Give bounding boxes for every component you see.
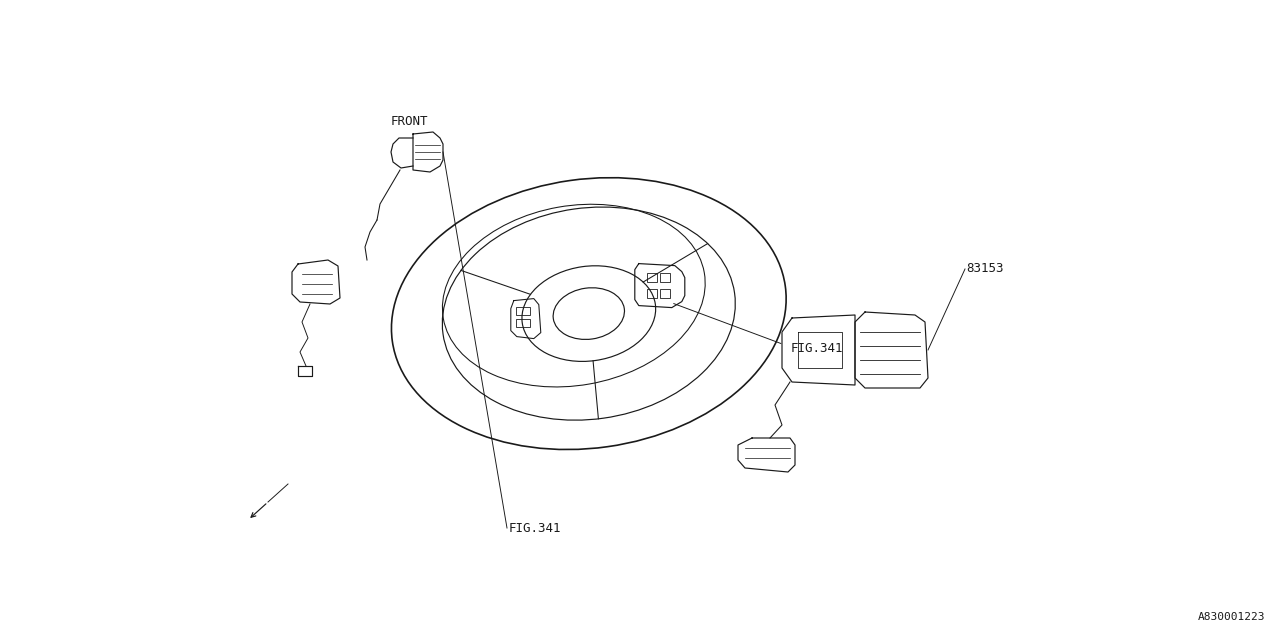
Text: FIG.341: FIG.341 [508,522,561,534]
Bar [516,319,530,326]
Text: FRONT: FRONT [390,115,428,128]
Bar [646,273,657,282]
Text: FIG.341: FIG.341 [791,342,844,355]
Text: A830001223: A830001223 [1198,612,1265,622]
Polygon shape [782,315,855,385]
Bar [659,289,669,298]
Bar [646,289,657,298]
Bar [659,273,669,282]
Polygon shape [855,312,928,388]
Text: 83153: 83153 [966,262,1004,275]
Bar [516,307,530,315]
